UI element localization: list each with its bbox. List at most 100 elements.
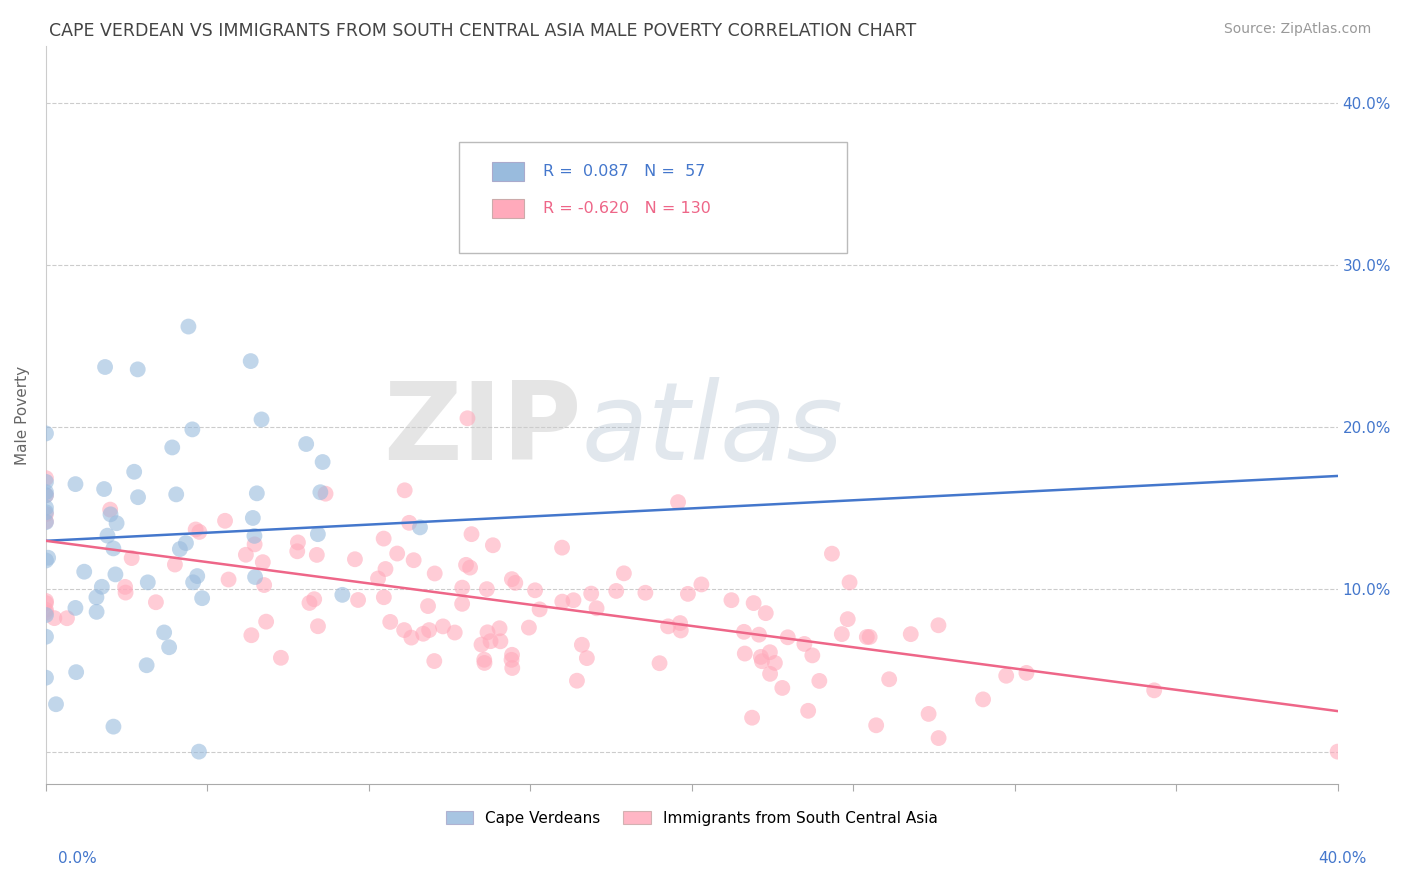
Point: [86, 605, 108, 619]
Point: [474, 656, 496, 670]
Point: [479, 634, 502, 648]
Point: [666, 495, 689, 509]
Text: Source: ZipAtlas.com: Source: ZipAtlas.com: [1223, 22, 1371, 37]
Point: [184, 523, 207, 537]
Text: R = -0.620   N = 130: R = -0.620 N = 130: [543, 201, 711, 216]
Point: [35, 426, 58, 441]
Point: [302, 592, 325, 607]
Point: [748, 628, 770, 642]
Point: [472, 653, 495, 667]
Point: [367, 572, 389, 586]
Point: [831, 627, 853, 641]
Point: [35, 507, 58, 521]
Text: atlas: atlas: [582, 377, 844, 483]
Point: [877, 672, 900, 686]
Point: [565, 673, 588, 688]
Point: [412, 626, 434, 640]
Point: [315, 486, 337, 500]
Point: [311, 455, 333, 469]
Point: [460, 527, 482, 541]
Point: [995, 669, 1018, 683]
Point: [136, 575, 159, 590]
Point: [529, 602, 551, 616]
Point: [1326, 745, 1348, 759]
Point: [35, 505, 58, 519]
Point: [165, 487, 187, 501]
Point: [239, 354, 262, 368]
Point: [135, 658, 157, 673]
Point: [759, 645, 782, 659]
Point: [373, 532, 395, 546]
Point: [214, 514, 236, 528]
Legend: Cape Verdeans, Immigrants from South Central Asia: Cape Verdeans, Immigrants from South Cen…: [440, 805, 945, 831]
Point: [86, 591, 108, 605]
Point: [380, 615, 402, 629]
Point: [35, 596, 58, 610]
Point: [169, 542, 191, 557]
Point: [475, 582, 498, 596]
Point: [73, 565, 96, 579]
Point: [187, 745, 209, 759]
Point: [562, 593, 585, 607]
Point: [770, 681, 793, 695]
Point: [181, 422, 204, 436]
Point: [104, 567, 127, 582]
Point: [634, 586, 657, 600]
Point: [409, 520, 432, 534]
Point: [103, 541, 125, 556]
Point: [246, 486, 269, 500]
Point: [865, 718, 887, 732]
Point: [242, 511, 264, 525]
Point: [35, 515, 58, 529]
Point: [35, 671, 58, 685]
Point: [35, 603, 58, 617]
Point: [856, 630, 879, 644]
Point: [613, 566, 636, 581]
Point: [928, 731, 950, 745]
Point: [720, 593, 742, 607]
Point: [298, 596, 321, 610]
Text: ZIP: ZIP: [384, 377, 582, 483]
Point: [243, 570, 266, 584]
Point: [801, 648, 824, 663]
Point: [174, 536, 197, 550]
Point: [859, 630, 882, 644]
Text: 40.0%: 40.0%: [1319, 852, 1367, 866]
Point: [254, 615, 277, 629]
FancyBboxPatch shape: [492, 162, 524, 181]
Point: [402, 553, 425, 567]
Point: [127, 362, 149, 376]
Point: [177, 319, 200, 334]
Point: [821, 547, 844, 561]
Point: [186, 569, 208, 583]
FancyBboxPatch shape: [492, 199, 524, 218]
Point: [837, 612, 859, 626]
Point: [122, 465, 145, 479]
Point: [501, 661, 523, 675]
Point: [524, 583, 547, 598]
Point: [423, 566, 446, 581]
Point: [37, 550, 59, 565]
Point: [96, 529, 118, 543]
Point: [253, 578, 276, 592]
Point: [458, 560, 481, 574]
Point: [676, 587, 699, 601]
Point: [127, 490, 149, 504]
Point: [35, 594, 58, 608]
Point: [295, 437, 318, 451]
Point: [972, 692, 994, 706]
Point: [505, 575, 527, 590]
Point: [488, 621, 510, 635]
Point: [392, 623, 415, 637]
Point: [35, 488, 58, 502]
Point: [65, 477, 87, 491]
Point: [347, 593, 370, 607]
Point: [243, 537, 266, 551]
Point: [90, 580, 112, 594]
Point: [776, 630, 799, 644]
Point: [44, 611, 66, 625]
Text: 0.0%: 0.0%: [58, 852, 97, 866]
Point: [56, 611, 79, 625]
Text: CAPE VERDEAN VS IMMIGRANTS FROM SOUTH CENTRAL ASIA MALE POVERTY CORRELATION CHAR: CAPE VERDEAN VS IMMIGRANTS FROM SOUTH CE…: [49, 22, 917, 40]
Point: [648, 657, 671, 671]
